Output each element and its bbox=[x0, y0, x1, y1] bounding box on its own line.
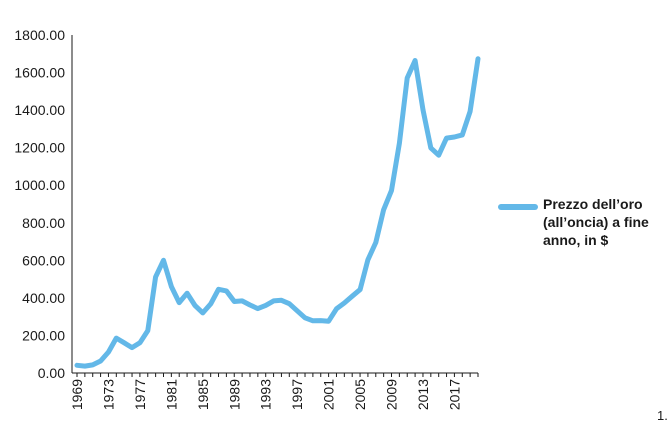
footnote-number: 1. bbox=[657, 408, 667, 423]
x-axis-tick-marks bbox=[76, 373, 479, 377]
x-tick-label: 2009 bbox=[384, 379, 400, 410]
legend-swatch bbox=[498, 204, 538, 210]
x-tick-label: 1969 bbox=[69, 379, 85, 410]
legend-label: Prezzo dell’oro (all’oncia) a fine anno,… bbox=[543, 196, 649, 248]
x-axis-tick-labels: 1969 1973 1977 1981 1985 1989 1993 1997 2001 2005… bbox=[69, 379, 462, 410]
y-tick-label: 1400.00 bbox=[14, 102, 65, 118]
y-tick-label: 1800.00 bbox=[14, 27, 65, 43]
y-tick-label: 600.00 bbox=[22, 252, 65, 268]
x-tick-label: 2001 bbox=[321, 379, 337, 410]
x-tick-label: 1997 bbox=[289, 379, 305, 410]
x-tick-label: 1981 bbox=[163, 379, 179, 410]
y-tick-label: 1000.00 bbox=[14, 177, 65, 193]
y-tick-label: 800.00 bbox=[22, 215, 65, 231]
series-line-gold-price bbox=[74, 56, 481, 369]
y-tick-label: 400.00 bbox=[22, 290, 65, 306]
x-tick-label: 1973 bbox=[100, 379, 116, 410]
y-tick-label: 1600.00 bbox=[14, 65, 65, 81]
x-tick-label: 1977 bbox=[132, 379, 148, 410]
x-tick-label: 2013 bbox=[415, 379, 431, 410]
x-tick-label: 1989 bbox=[226, 379, 242, 410]
y-tick-label: 1200.00 bbox=[14, 140, 65, 156]
x-tick-label: 2017 bbox=[446, 379, 462, 410]
x-tick-label: 1985 bbox=[195, 379, 211, 410]
y-tick-label: 200.00 bbox=[22, 327, 65, 343]
x-tick-label: 1993 bbox=[258, 379, 274, 410]
y-axis-tick-labels: 0.00 200.00 400.00 600.00 800.00 1000.00 1200.… bbox=[14, 27, 65, 381]
y-tick-label: 0.00 bbox=[38, 365, 65, 381]
x-tick-label: 2005 bbox=[352, 379, 368, 410]
